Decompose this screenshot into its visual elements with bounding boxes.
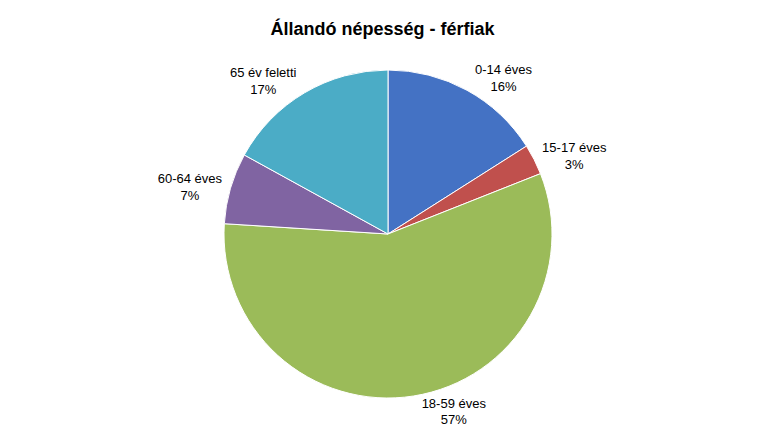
svg-text:60-64 éves7%: 60-64 éves7% — [158, 171, 223, 203]
svg-text:Állandó népesség - férfiak: Állandó népesség - férfiak — [270, 18, 495, 39]
svg-text:0-14 éves16%: 0-14 éves16% — [475, 62, 533, 94]
svg-text:65 év feletti17%: 65 év feletti17% — [230, 65, 297, 97]
svg-text:18-59 éves57%: 18-59 éves57% — [422, 396, 487, 428]
svg-text:15-17 éves3%: 15-17 éves3% — [542, 140, 607, 172]
